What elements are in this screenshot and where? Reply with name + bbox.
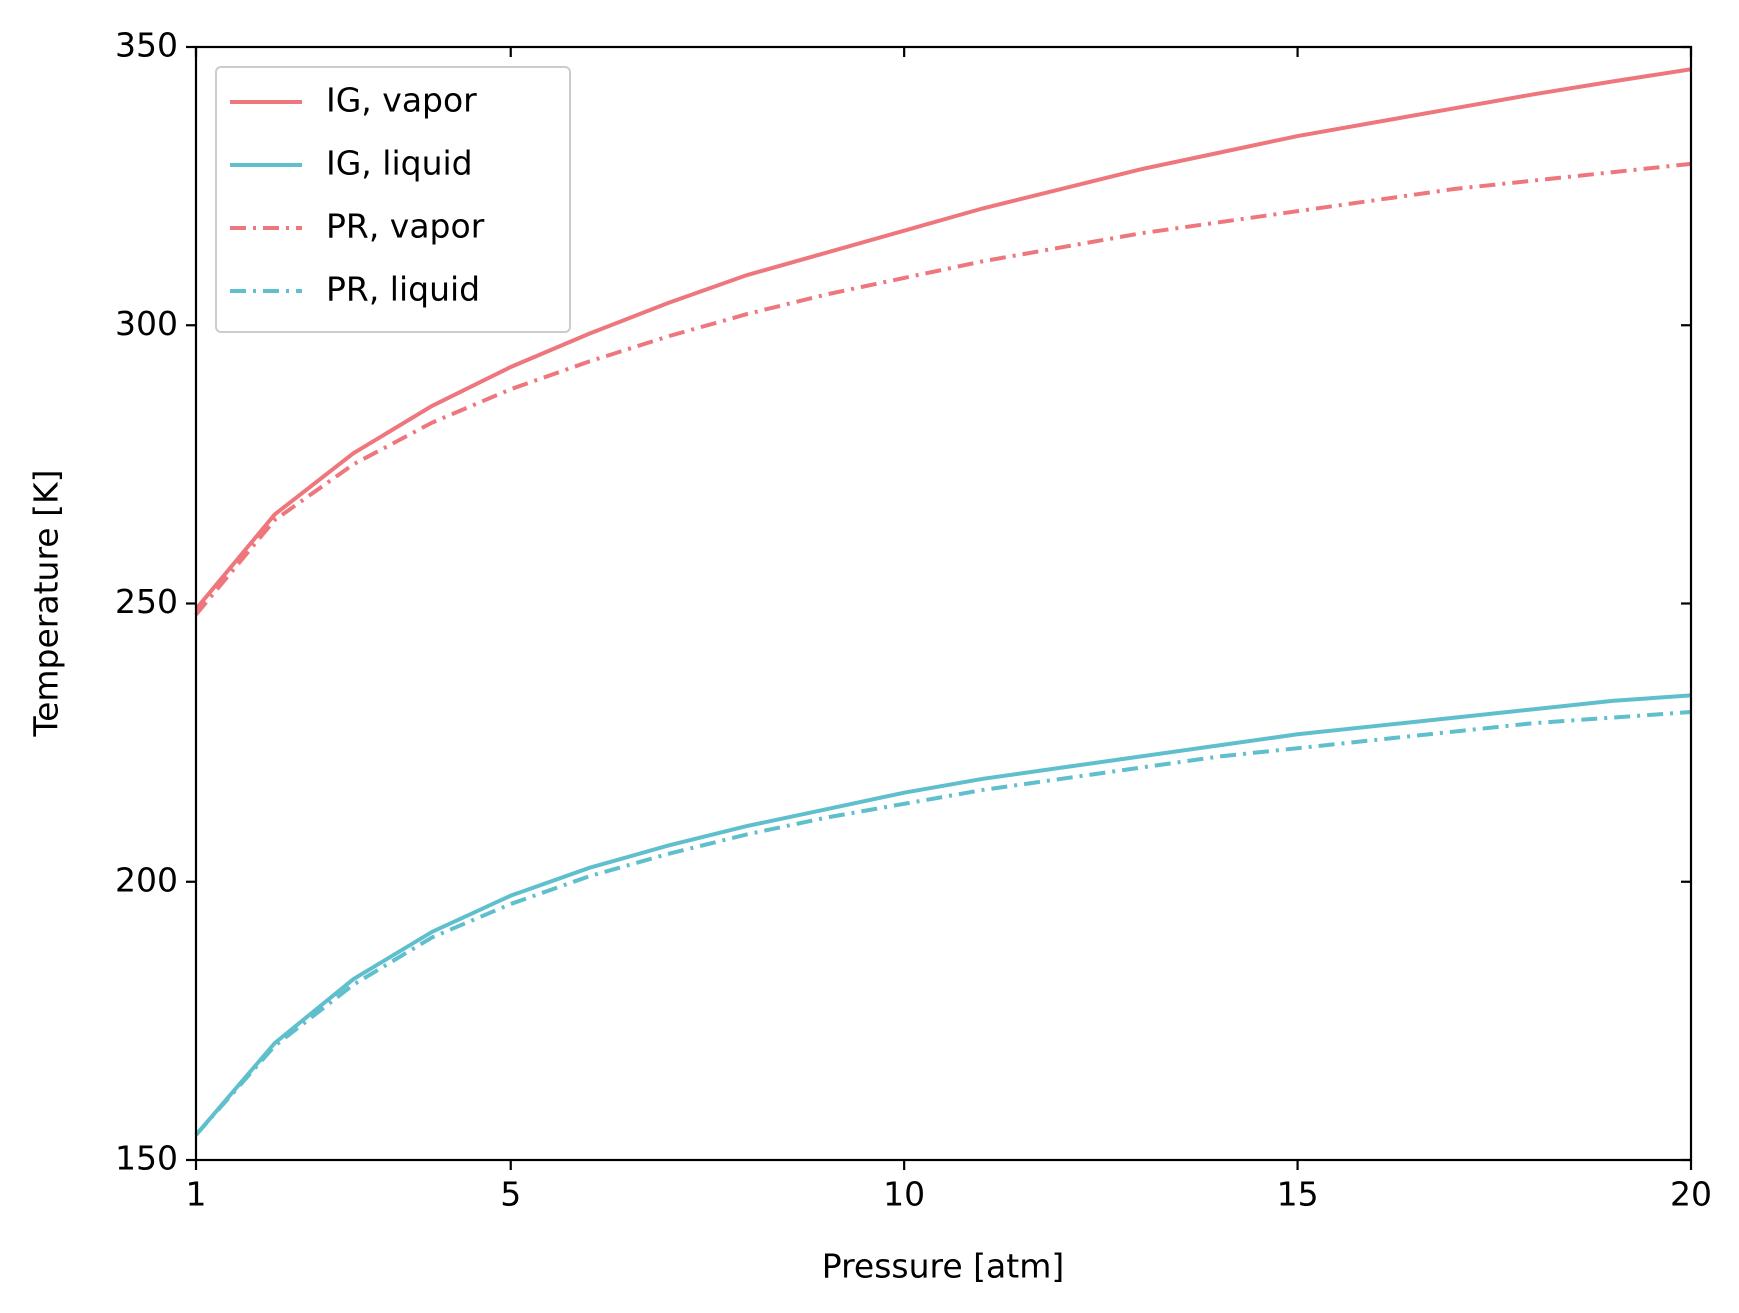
legend: IG, vapor IG, liquid PR, vapor PR, liquid xyxy=(215,66,571,333)
x-tick-label: 5 xyxy=(500,1175,521,1214)
x-tick-label: 10 xyxy=(883,1175,925,1214)
plot-frame xyxy=(194,45,1693,1162)
y-tick-label: 200 xyxy=(115,860,178,899)
legend-label: PR, liquid xyxy=(326,270,480,309)
y-tick-label: 350 xyxy=(115,26,178,65)
y-tick-label: 300 xyxy=(115,304,178,343)
series-line xyxy=(194,161,1692,616)
legend-frame xyxy=(215,66,571,333)
x-axis-label: Pressure [atm] xyxy=(822,1247,1064,1286)
series-line xyxy=(194,693,1692,1137)
y-tick-label: 150 xyxy=(115,1139,178,1178)
x-tick-label: 1 xyxy=(186,1175,207,1214)
series-line xyxy=(194,710,1692,1137)
legend-label: PR, vapor xyxy=(326,207,485,246)
y-axis-label: Temperature [K] xyxy=(27,470,66,738)
legend-label: IG, liquid xyxy=(326,144,473,183)
legend-label: IG, vapor xyxy=(326,81,477,120)
x-tick-label: 15 xyxy=(1277,1175,1319,1214)
y-tick-label: 250 xyxy=(115,582,178,621)
series-line xyxy=(194,67,1692,611)
x-tick-label: 20 xyxy=(1670,1175,1712,1214)
